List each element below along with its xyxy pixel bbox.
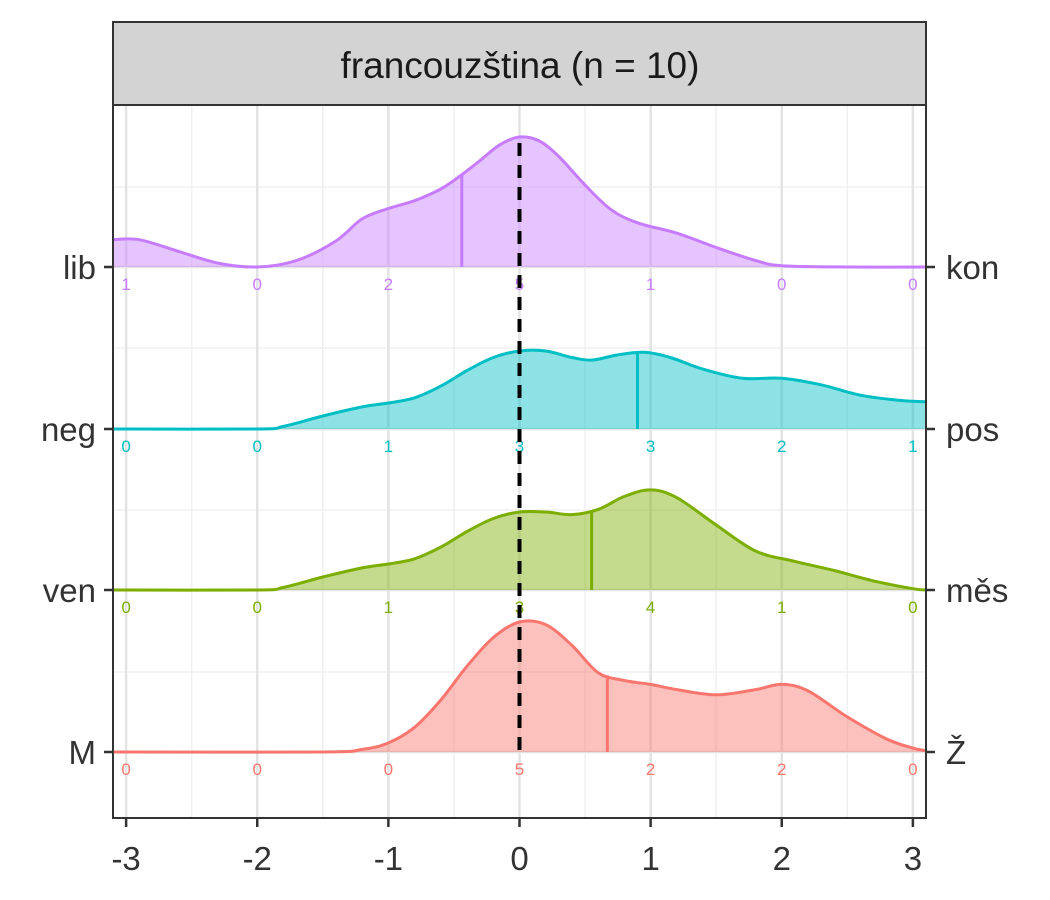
count-label: 0 — [253, 760, 262, 779]
ridge-M: 0 0 0 5 2 2 0 — [112, 619, 927, 779]
count-label: 2 — [646, 760, 655, 779]
count-label: 0 — [121, 598, 130, 617]
x-tick-label: -1 — [374, 840, 403, 877]
count-label: 1 — [777, 598, 786, 617]
y-label-left: neg — [41, 411, 96, 448]
count-label: 1 — [646, 275, 655, 294]
panel-border — [112, 104, 927, 819]
count-label: 0 — [384, 760, 393, 779]
density-area — [113, 620, 926, 753]
x-tick-label: 2 — [773, 840, 791, 877]
count-label: 2 — [777, 760, 786, 779]
y-label-right: pos — [946, 411, 999, 448]
count-label: 3 — [646, 437, 655, 456]
count-label: 1 — [908, 437, 917, 456]
count-label: 0 — [121, 760, 130, 779]
count-label: 0 — [253, 437, 262, 456]
count-label: 0 — [908, 275, 917, 294]
y-label-right: měs — [946, 572, 1008, 609]
ridge-layer: 1025100001332100134100005220 — [112, 135, 927, 779]
density-line — [112, 135, 927, 269]
count-label: 2 — [777, 437, 786, 456]
count-label: 2 — [384, 275, 393, 294]
density-line — [112, 488, 927, 592]
density-line — [112, 619, 927, 754]
count-label: 4 — [646, 598, 655, 617]
x-tick-label: -2 — [243, 840, 272, 877]
y-label-right: kon — [946, 249, 999, 286]
count-label: 3 — [515, 437, 524, 456]
y-label-left: lib — [63, 249, 96, 286]
count-label: 1 — [384, 437, 393, 456]
x-tick-label: 1 — [641, 840, 659, 877]
facet-strip-box — [112, 21, 927, 106]
count-label: 0 — [253, 275, 262, 294]
density-area — [113, 136, 926, 268]
y-label-right: Ž — [946, 734, 966, 771]
count-label: 0 — [908, 598, 917, 617]
y-label-left: M — [69, 734, 97, 771]
count-label: 0 — [908, 760, 917, 779]
facet-strip: francouzština (n = 10) — [112, 21, 927, 106]
density-line — [112, 348, 927, 431]
count-label: 0 — [777, 275, 786, 294]
axes: -3 -2 -1 0 1 2 3 lib kon neg pos ven měs M Ž — [41, 249, 1008, 877]
count-label: 1 — [384, 598, 393, 617]
count-label: 1 — [121, 275, 130, 294]
count-label: 0 — [121, 437, 130, 456]
x-tick-label: 3 — [904, 840, 922, 877]
x-tick-label: 0 — [510, 840, 528, 877]
count-label: 5 — [515, 760, 524, 779]
x-tick-label: -3 — [111, 840, 140, 877]
chart-title: francouzština (n = 10) — [341, 45, 700, 86]
count-label: 0 — [253, 598, 262, 617]
y-label-left: ven — [43, 572, 96, 609]
